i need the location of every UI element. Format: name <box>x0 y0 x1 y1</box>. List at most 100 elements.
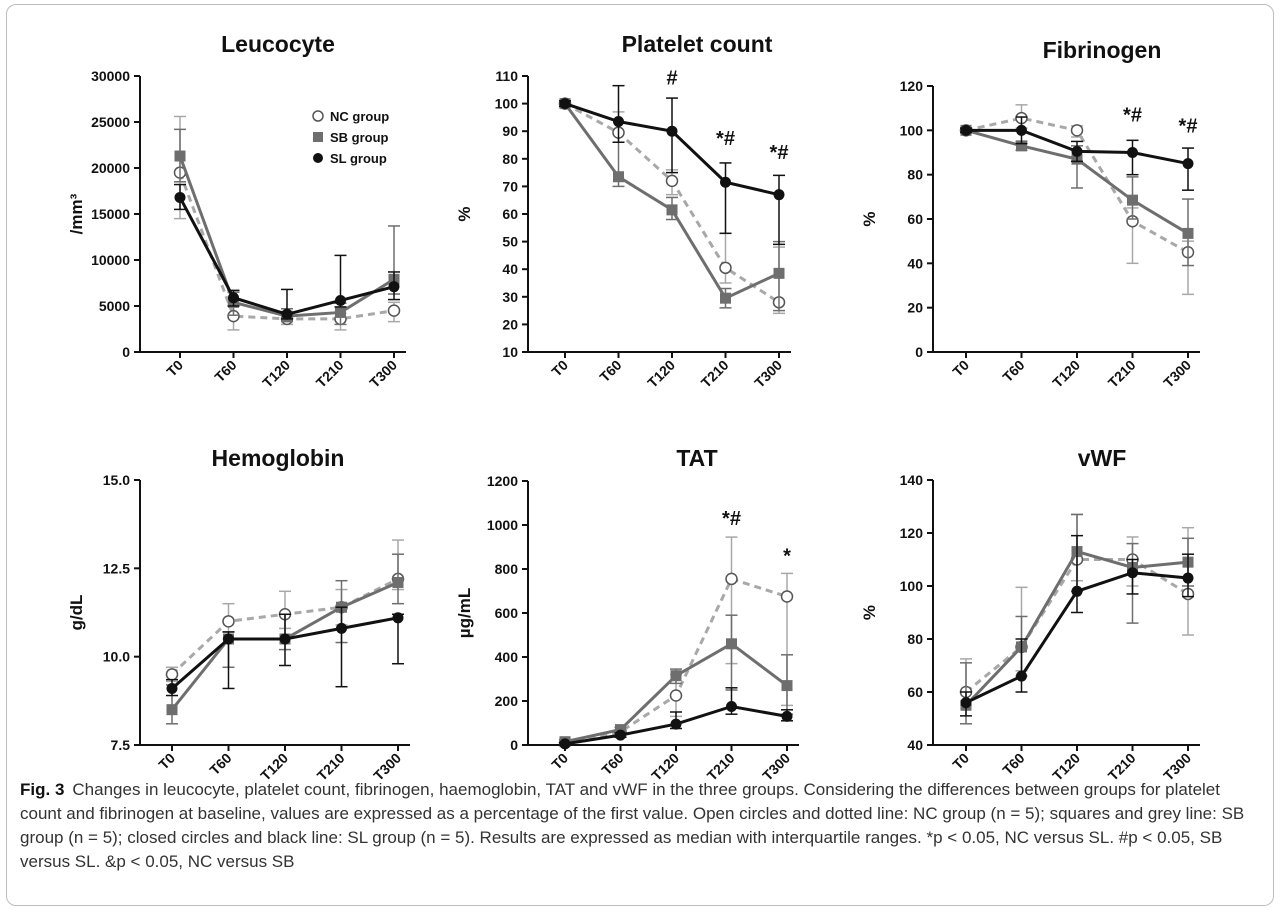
y-tick-label: 60 <box>907 684 923 700</box>
data-point-filled-circle <box>613 116 624 128</box>
y-tick-label: 90 <box>502 123 518 139</box>
series-nc-group <box>959 104 1195 296</box>
data-point-filled-circle <box>559 98 571 110</box>
legend-marker-filled-circle <box>313 153 323 163</box>
y-tick-label: 40 <box>502 261 518 277</box>
data-point-filled-circle <box>1016 124 1027 136</box>
y-tick-label: 60 <box>502 206 518 222</box>
chart-title: vWF <box>1078 445 1127 471</box>
y-tick-label: 80 <box>502 151 518 167</box>
y-tick-label: 30000 <box>91 68 130 84</box>
data-point-square <box>166 704 178 716</box>
data-point-square <box>773 267 785 279</box>
y-tick-label: 1200 <box>487 473 518 489</box>
data-point-filled-circle <box>960 124 972 136</box>
x-tick-label: T0 <box>548 357 571 380</box>
legend-label: SL group <box>330 151 387 166</box>
y-tick-label: 140 <box>900 472 924 488</box>
y-tick-label: 50 <box>502 234 518 250</box>
y-tick-label: 120 <box>900 78 924 94</box>
x-tick-label: T210 <box>313 357 347 391</box>
y-tick-label: 7.5 <box>111 737 131 753</box>
significance-marker: *# <box>1179 116 1198 138</box>
chart-panel-1: Platelet count 10 20 30 40 50 60 70 80 90 100 110% T… <box>455 31 791 391</box>
data-point-square <box>726 638 737 650</box>
series-sl-group <box>960 116 1194 191</box>
data-point-square <box>335 306 346 318</box>
data-point-open-circle <box>222 615 235 628</box>
data-point-filled-circle <box>166 682 178 694</box>
data-point-square <box>613 171 624 183</box>
x-tick-label: T0 <box>155 750 178 773</box>
y-tick-label: 120 <box>900 525 924 541</box>
y-axis-label: % <box>860 605 879 620</box>
chart-title: Platelet count <box>622 31 773 57</box>
data-point-filled-circle <box>388 281 400 293</box>
significance-marker: # <box>666 67 677 89</box>
series-sl-group <box>960 534 1194 717</box>
y-tick-label: 20 <box>907 300 923 316</box>
chart-title: Hemoglobin <box>212 445 345 471</box>
x-tick-label: T300 <box>1160 357 1194 391</box>
data-point-open-circle <box>1070 124 1084 137</box>
x-tick-label: T60 <box>206 750 235 779</box>
significance-marker: *# <box>1123 104 1142 126</box>
y-tick-label: 10000 <box>91 252 130 268</box>
x-tick-label: T0 <box>949 750 972 773</box>
y-tick-label: 110 <box>495 68 518 84</box>
x-tick-label: T60 <box>999 750 1028 779</box>
data-point-filled-circle <box>1127 567 1138 579</box>
data-point-filled-circle <box>960 697 972 709</box>
data-point-open-circle <box>719 261 732 275</box>
data-point-square <box>1127 194 1138 206</box>
data-point-open-circle <box>669 689 683 702</box>
legend-marker-square <box>313 132 323 142</box>
data-point-open-circle <box>387 304 401 317</box>
data-point-square <box>392 576 404 588</box>
data-point-filled-circle <box>781 710 793 722</box>
x-tick-label: T60 <box>211 357 240 386</box>
y-tick-label: 20 <box>502 316 518 332</box>
y-tick-label: 20000 <box>91 160 130 176</box>
data-point-filled-circle <box>726 701 737 712</box>
y-tick-label: 80 <box>907 167 923 183</box>
chart-title: Leucocyte <box>221 31 335 57</box>
data-point-filled-circle <box>615 729 626 741</box>
y-tick-label: 60 <box>907 211 923 227</box>
y-tick-label: 12.5 <box>103 560 130 576</box>
y-tick-label: 1000 <box>487 517 518 533</box>
series-sl-group <box>559 84 785 246</box>
y-tick-label: 25000 <box>91 114 130 130</box>
data-point-open-circle <box>165 668 179 681</box>
series-sl-group <box>166 606 404 697</box>
data-point-square <box>670 670 682 682</box>
x-tick-label: T60 <box>999 357 1028 386</box>
y-tick-label: 100 <box>900 578 924 594</box>
chart-title: TAT <box>676 445 717 471</box>
data-point-filled-circle <box>720 176 731 188</box>
x-tick-label: T300 <box>366 357 400 391</box>
y-axis-label: g/dL <box>67 595 86 631</box>
data-point-square <box>666 204 678 216</box>
x-tick-label: T0 <box>949 357 972 380</box>
data-point-filled-circle <box>392 612 404 624</box>
chart-panel-0: Leucocyte 0 5000 10000 15000 20000 25000 30000 /… <box>67 31 406 391</box>
data-point-filled-circle <box>773 189 785 201</box>
data-point-square <box>781 680 793 692</box>
y-tick-label: 10 <box>502 344 518 360</box>
y-tick-label: 0 <box>122 344 130 360</box>
significance-marker: *# <box>722 508 741 530</box>
y-tick-label: 400 <box>495 649 519 665</box>
data-point-open-circle <box>665 174 679 188</box>
data-point-filled-circle <box>279 633 291 645</box>
data-point-filled-circle <box>1071 585 1083 597</box>
data-point-filled-circle <box>1071 145 1083 157</box>
figure-label: Fig. 3 <box>20 780 65 799</box>
x-tick-label: T300 <box>751 357 785 391</box>
legend-label: NC group <box>330 109 389 124</box>
data-point-square <box>1016 140 1027 152</box>
